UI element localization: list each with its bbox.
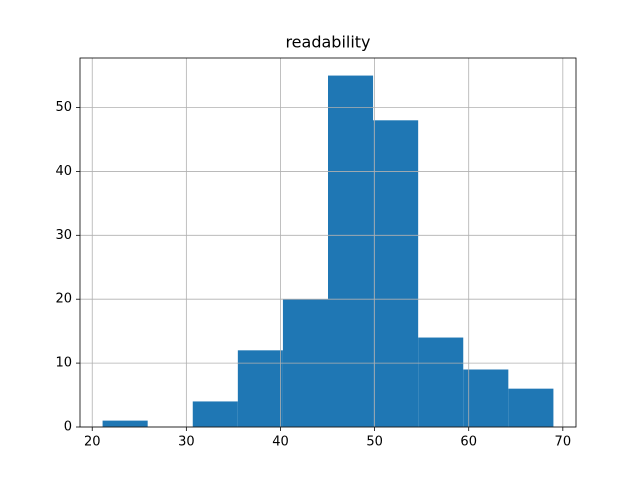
y-tick-label: 50 [55,100,72,115]
x-tick-label: 50 [366,435,383,450]
y-tick-label: 0 [64,420,72,435]
y-tick-label: 30 [55,228,72,243]
bar [102,420,148,427]
x-tick-label: 40 [272,435,289,450]
y-tick-label: 20 [55,292,72,307]
x-tick-label: 30 [178,435,195,450]
bar [463,369,509,427]
bar [328,75,374,428]
y-tick-label: 40 [55,164,72,179]
x-tick-label: 60 [460,435,477,450]
bar [508,388,554,427]
bar [373,120,419,427]
chart-title: readability [285,33,370,52]
x-tick-label: 70 [555,435,572,450]
bar [418,337,464,427]
axes-frame [79,57,577,428]
bar [237,350,283,427]
x-tick-label: 20 [84,435,101,450]
y-tick-label: 10 [55,356,72,371]
bar [192,401,238,427]
